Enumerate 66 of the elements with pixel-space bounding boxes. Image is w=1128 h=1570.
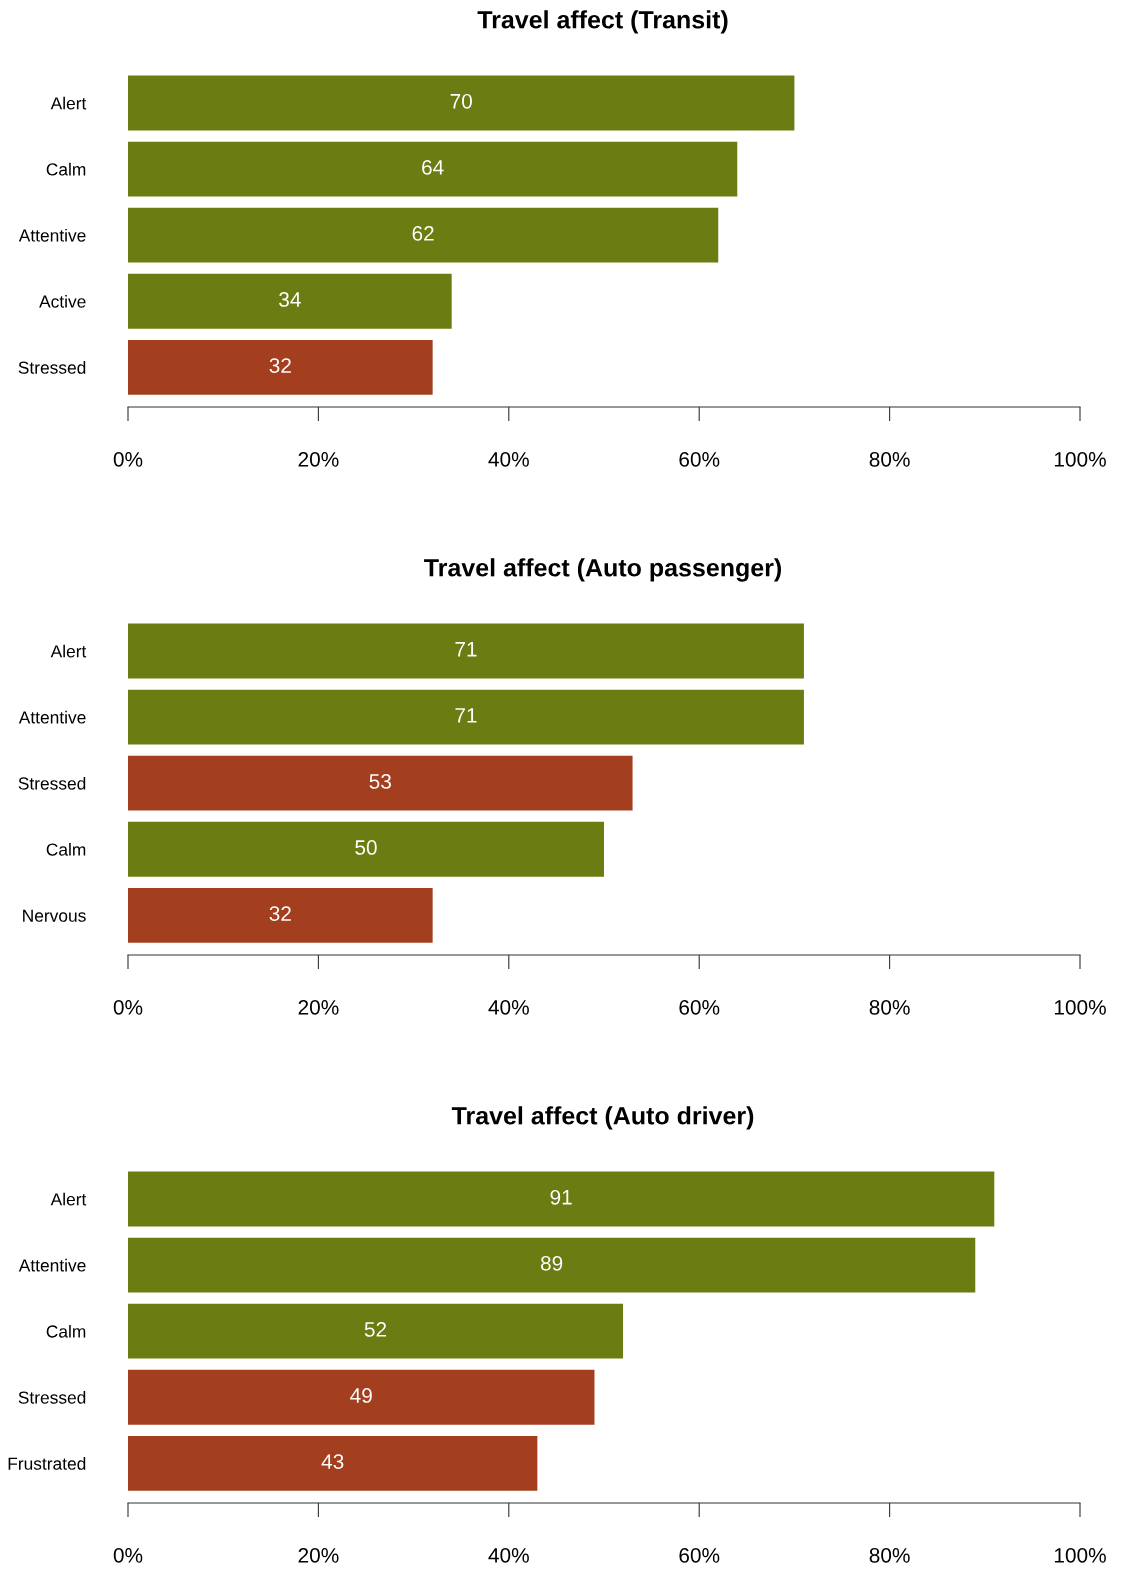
y-tick-label: Active <box>39 294 86 308</box>
x-tick-label: 60% <box>679 999 720 1015</box>
bar <box>128 821 604 877</box>
bar <box>128 273 452 329</box>
data-label: 52 <box>364 1322 387 1337</box>
data-label: 43 <box>321 1454 344 1469</box>
bar <box>128 1435 538 1491</box>
bar <box>128 1303 624 1359</box>
data-label: 50 <box>355 840 377 855</box>
y-tick-label: Frustrated <box>8 1457 86 1470</box>
y-tick-label: Calm <box>46 1324 86 1338</box>
y-tick-label: Alert <box>50 96 87 110</box>
y-tick-label: Attentive <box>18 710 86 724</box>
data-label: 70 <box>450 93 472 109</box>
bar <box>128 1237 976 1293</box>
bar <box>128 207 719 263</box>
data-label: 53 <box>369 774 391 789</box>
x-tick-label: 20% <box>298 451 339 467</box>
data-label: 62 <box>412 226 434 241</box>
bar <box>128 339 433 395</box>
data-label: 34 <box>279 292 301 307</box>
y-tick-label: Attentive <box>18 1258 86 1272</box>
x-tick-label: 60% <box>679 451 720 467</box>
y-tick-label: Stressed <box>18 1390 86 1404</box>
bar <box>128 1369 595 1425</box>
x-tick-label: 100% <box>1054 1547 1106 1563</box>
x-tick-label: 100% <box>1054 999 1106 1015</box>
bar <box>128 1171 995 1227</box>
y-tick-label: Attentive <box>18 228 86 242</box>
bar <box>128 623 804 679</box>
data-label: 71 <box>455 708 477 723</box>
bar <box>128 141 738 197</box>
data-label: 64 <box>422 159 444 175</box>
y-tick-label: Nervous <box>23 909 86 922</box>
bar <box>128 689 804 745</box>
chart-title: Travel affect (Transit) <box>477 10 728 34</box>
data-label: 71 <box>455 642 477 657</box>
data-label: 32 <box>269 358 291 373</box>
x-tick-label: 0% <box>113 1547 143 1563</box>
data-label: 91 <box>550 1189 572 1205</box>
x-tick-label: 80% <box>869 451 910 467</box>
chart-title: Travel affect (Auto passenger) <box>424 558 781 582</box>
x-tick-label: 40% <box>488 451 529 467</box>
x-tick-label: 20% <box>298 999 339 1015</box>
chart-title: Travel affect (Auto driver) <box>451 1106 754 1130</box>
x-tick-label: 0% <box>113 999 143 1015</box>
data-label: 32 <box>269 906 291 921</box>
x-tick-label: 60% <box>679 1547 720 1563</box>
y-tick-label: Calm <box>46 162 86 176</box>
y-tick-label: Calm <box>46 842 86 856</box>
data-label: 89 <box>540 1255 563 1271</box>
bar <box>128 75 795 131</box>
x-tick-label: 0% <box>113 451 143 467</box>
bar <box>128 887 433 943</box>
data-label: 49 <box>350 1388 372 1403</box>
x-tick-label: 40% <box>488 999 529 1015</box>
y-tick-label: Alert <box>50 644 87 658</box>
x-tick-label: 80% <box>869 999 910 1015</box>
x-tick-label: 20% <box>298 1547 339 1563</box>
x-tick-label: 100% <box>1054 451 1106 467</box>
y-tick-label: Stressed <box>18 361 86 374</box>
x-tick-label: 80% <box>869 1547 910 1563</box>
y-tick-label: Stressed <box>18 776 86 790</box>
x-tick-label: 40% <box>488 1547 529 1563</box>
y-tick-label: Alert <box>50 1192 87 1206</box>
bar <box>128 755 633 811</box>
